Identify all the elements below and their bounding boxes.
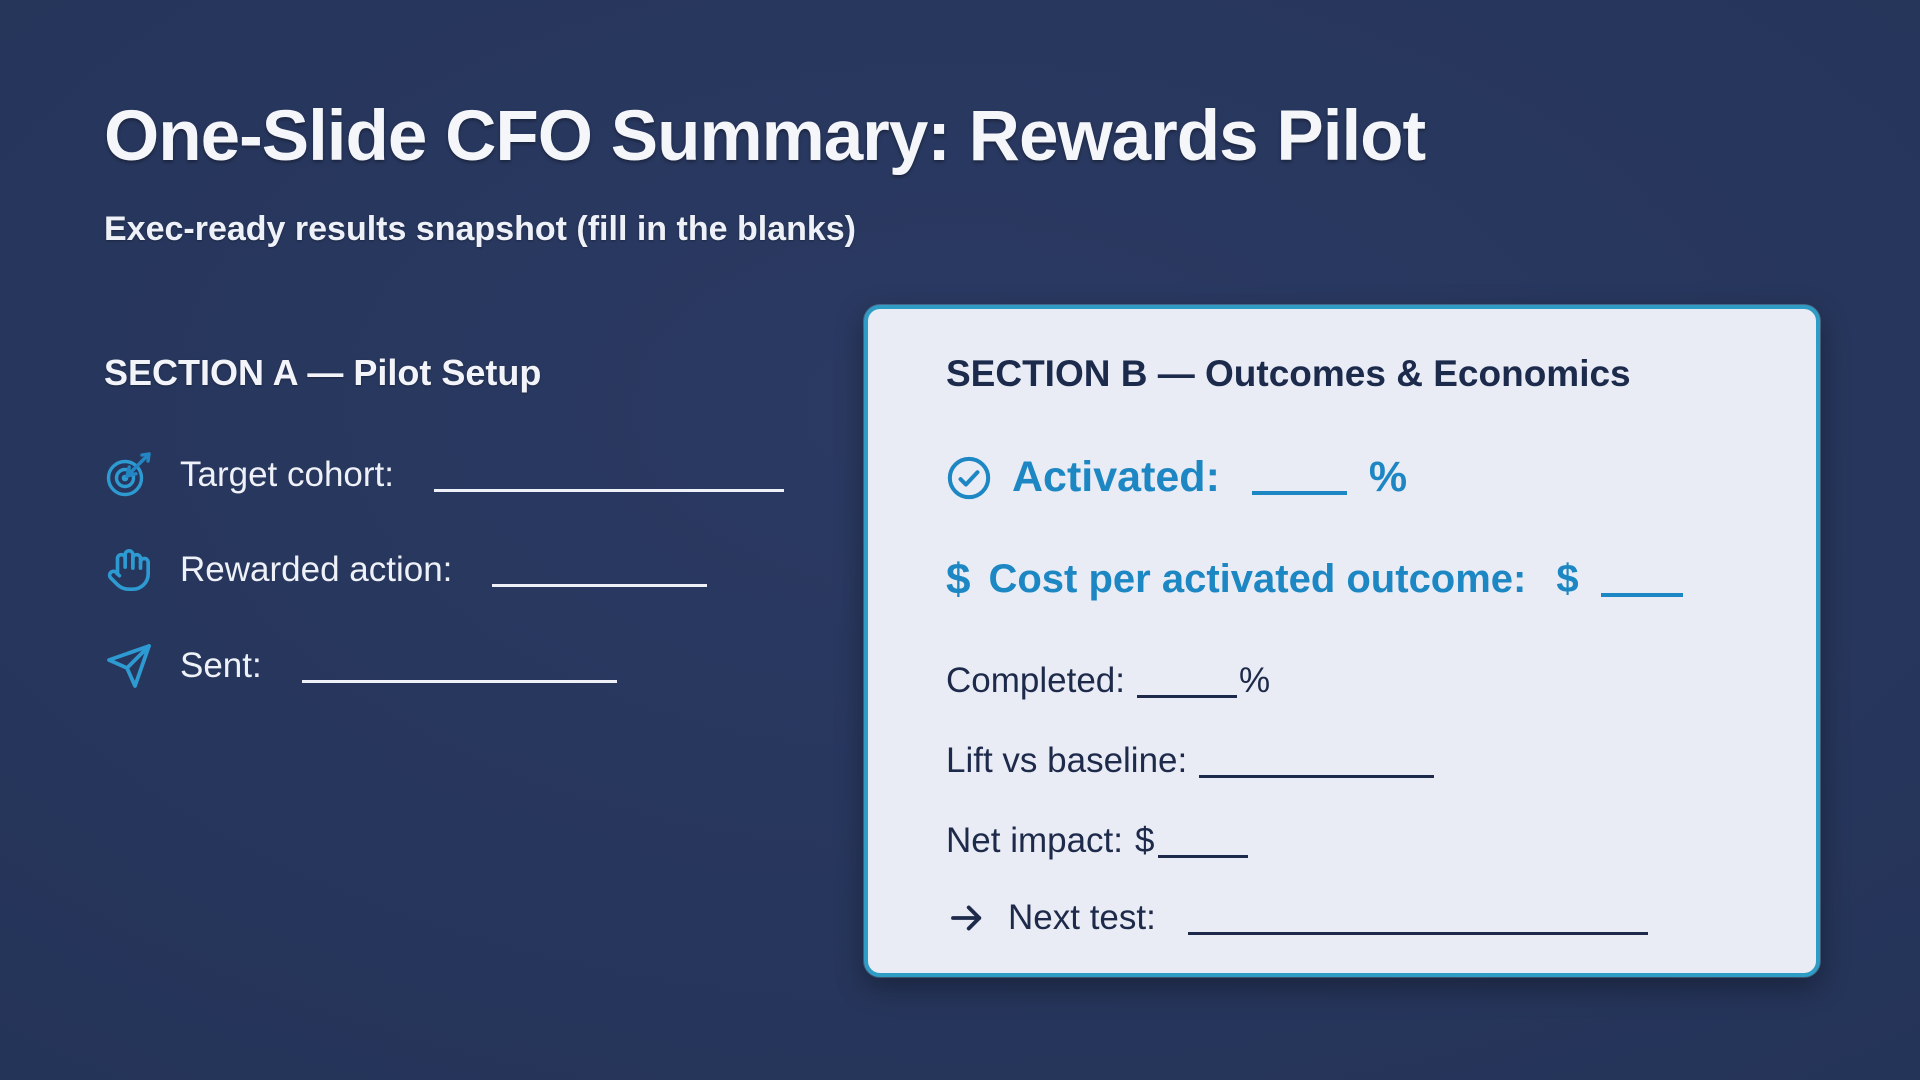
- outcome-completed: Completed: %: [946, 661, 1270, 701]
- blank-line: [1251, 461, 1347, 495]
- check-circle-icon: [946, 455, 992, 501]
- outcome-label: Completed:: [946, 661, 1125, 700]
- target-icon: [104, 450, 154, 500]
- pilot-item-label: Sent:: [180, 646, 262, 685]
- blank-line: [1600, 563, 1683, 597]
- blank-line: [434, 459, 784, 492]
- pilot-item-rewarded-action: Rewarded action:: [104, 545, 708, 595]
- outcome-lift-vs-baseline: Lift vs baseline:: [946, 741, 1435, 781]
- outcome-label: Cost per activated outcome:: [988, 557, 1527, 601]
- blank-line: [1187, 902, 1648, 935]
- outcome-label: Next test:: [1008, 898, 1156, 937]
- page-title: One-Slide CFO Summary: Rewards Pilot: [104, 97, 1426, 176]
- section-a-heading: SECTION A — Pilot Setup: [104, 352, 542, 393]
- hand-icon: [104, 545, 154, 595]
- blank-line: [1136, 665, 1237, 698]
- outcome-label: Lift vs baseline:: [946, 741, 1188, 780]
- pilot-item-sent: Sent:: [104, 641, 617, 691]
- percent-suffix: %: [1368, 453, 1408, 501]
- outcome-label: Activated:: [1012, 453, 1220, 501]
- blank-line: [492, 554, 708, 587]
- percent-suffix: %: [1238, 661, 1271, 700]
- arrow-right-icon: [946, 897, 988, 939]
- outcome-cost-per-activated: $ Cost per activated outcome: $: [946, 557, 1683, 602]
- pilot-item-target-cohort: Target cohort:: [104, 450, 784, 500]
- outcome-activated: Activated: %: [946, 453, 1407, 502]
- dollar-prefix: $: [1556, 557, 1579, 601]
- outcome-net-impact: Net impact: $: [946, 821, 1249, 861]
- blank-line: [1158, 825, 1249, 858]
- pilot-item-label: Rewarded action:: [180, 550, 453, 589]
- dollar-icon: $: [946, 554, 971, 604]
- outcomes-card: SECTION B — Outcomes & Economics Activat…: [864, 305, 1820, 977]
- page-subtitle: Exec-ready results snapshot (fill in the…: [104, 210, 856, 248]
- send-plane-icon: [104, 641, 154, 691]
- dollar-prefix: $: [1135, 821, 1155, 860]
- outcome-label: Net impact:: [946, 821, 1123, 860]
- pilot-item-label: Target cohort:: [180, 455, 394, 494]
- blank-line: [1199, 745, 1435, 778]
- blank-line: [301, 650, 617, 683]
- section-b-heading: SECTION B — Outcomes & Economics: [946, 353, 1631, 394]
- outcome-next-test: Next test:: [946, 897, 1648, 939]
